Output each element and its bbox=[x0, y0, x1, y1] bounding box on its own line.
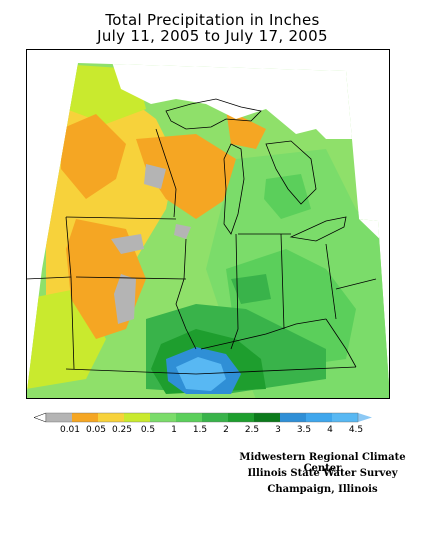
legend-tick-label: 2 bbox=[223, 425, 229, 435]
precip-legend: 0.01 0.05 0.25 0.5 1 1.5 2 2.5 3 3.5 4 4.5 bbox=[33, 412, 372, 435]
precip-zone-darkgreen-2 bbox=[231, 274, 271, 304]
credit-line-1: Midwestern Regional Climate Center bbox=[239, 452, 406, 474]
legend-swatch bbox=[176, 413, 202, 422]
legend-tick-label: 4 bbox=[327, 425, 333, 435]
precip-field bbox=[26, 63, 390, 399]
legend-tick-label: 0.01 bbox=[60, 425, 80, 435]
boundary-ia-south bbox=[75, 276, 187, 280]
map-title-line2: July 11, 2005 to July 17, 2005 bbox=[97, 27, 328, 45]
map-frame bbox=[26, 49, 390, 399]
legend-tick-label: 1 bbox=[171, 425, 177, 435]
legend-swatch bbox=[202, 413, 228, 422]
precip-zone-orange-2 bbox=[136, 134, 236, 219]
boundary-wv bbox=[335, 278, 377, 290]
great-lakes bbox=[165, 98, 347, 242]
legend-colorbar bbox=[33, 412, 372, 423]
legend-swatch bbox=[228, 413, 254, 422]
credit-line-2: Illinois State Water Survey bbox=[247, 468, 398, 479]
legend-swatch bbox=[150, 413, 176, 422]
precip-zone-gray-4 bbox=[174, 224, 191, 239]
legend-swatch bbox=[306, 413, 332, 422]
boundary-mo-south bbox=[65, 368, 197, 375]
legend-tick-label: 0.25 bbox=[112, 425, 132, 435]
legend-swatch bbox=[98, 413, 124, 422]
precip-zone-gray-3 bbox=[114, 274, 136, 324]
legend-labels: 0.01 0.05 0.25 0.5 1 1.5 2 2.5 3 3.5 4 4.5 bbox=[60, 425, 363, 435]
legend-tick-label: 0.5 bbox=[141, 425, 155, 435]
precip-zone-gray-1 bbox=[144, 164, 166, 189]
legend-tick-label: 3 bbox=[275, 425, 281, 435]
boundary-il-west bbox=[175, 238, 197, 350]
legend-min-arrow bbox=[33, 412, 47, 423]
boundary-ne-ks bbox=[26, 276, 72, 280]
legend-tick-label: 3.5 bbox=[297, 425, 311, 435]
precipitation-map bbox=[26, 49, 390, 399]
legend-tick-label: 1.5 bbox=[193, 425, 207, 435]
boundary-mn-wi bbox=[155, 128, 177, 218]
lake-michigan-outline bbox=[223, 143, 245, 235]
legend-swatch bbox=[280, 413, 306, 422]
legend-outline bbox=[45, 412, 359, 423]
legend-tick-label: 0.05 bbox=[86, 425, 106, 435]
legend-swatch bbox=[254, 413, 280, 422]
lake-huron-outline bbox=[265, 140, 317, 205]
map-title-line1: Total Precipitation in Inches bbox=[105, 11, 320, 29]
boundary-oh-east bbox=[325, 243, 337, 320]
precip-zone-orange-1 bbox=[61, 114, 126, 199]
precip-zone-green-2 bbox=[264, 174, 311, 219]
boundary-il-in bbox=[230, 233, 239, 350]
legend-swatch bbox=[46, 413, 72, 422]
boundary-mo-west bbox=[70, 276, 75, 370]
legend-max-arrow bbox=[358, 413, 372, 422]
state-boundaries bbox=[26, 128, 377, 375]
credit-line-3: Champaign, Illinois bbox=[267, 484, 378, 495]
legend-swatch bbox=[72, 413, 98, 422]
no-data-area-north bbox=[111, 63, 356, 139]
lake-superior-outline bbox=[165, 98, 262, 130]
boundary-ky-east bbox=[325, 318, 357, 368]
boundary-ohio-river bbox=[200, 318, 327, 350]
boundary-ia-west bbox=[65, 216, 72, 278]
boundary-in-oh bbox=[280, 233, 285, 330]
legend-swatch bbox=[124, 413, 150, 422]
legend-tick-label: 2.5 bbox=[245, 425, 259, 435]
precip-zone-gray-2 bbox=[111, 234, 144, 254]
boundary-ia-north bbox=[65, 216, 177, 220]
legend-swatch bbox=[332, 413, 358, 422]
lake-erie-outline bbox=[289, 216, 347, 242]
legend-tick-label: 4.5 bbox=[349, 425, 363, 435]
boundary-ky-tn bbox=[195, 366, 357, 375]
